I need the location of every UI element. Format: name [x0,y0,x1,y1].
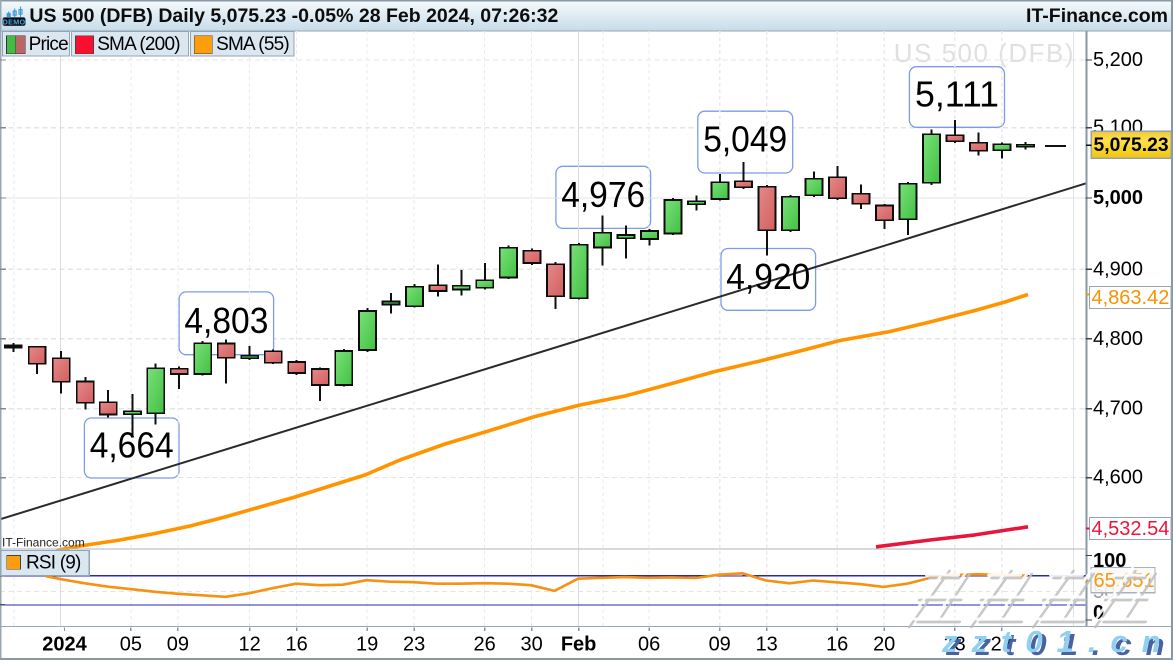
svg-text:zzt01.cn: zzt01.cn [941,624,1173,659]
svg-text:100: 100 [1093,550,1126,572]
svg-text:4,976: 4,976 [561,174,645,215]
svg-text:Feb: Feb [561,634,597,656]
svg-text:5,075.23: 5,075.23 [1094,135,1169,156]
svg-text:5,111: 5,111 [915,74,999,115]
svg-text:4,700: 4,700 [1093,398,1143,420]
svg-text:5,200: 5,200 [1093,49,1143,71]
svg-text:IT-Finance.com: IT-Finance.com [2,536,85,550]
svg-text:4,920: 4,920 [726,256,810,297]
svg-text:4,803: 4,803 [184,300,268,341]
svg-text:30: 30 [520,634,542,656]
svg-text:DEMO: DEMO [3,18,26,27]
svg-text:zzt01.cn: zzt01.cn [945,627,1173,660]
svg-text:09: 09 [167,634,189,656]
svg-text:SMA (55): SMA (55) [216,34,289,55]
svg-text:4,800: 4,800 [1093,328,1143,350]
svg-text:5,049: 5,049 [703,119,787,160]
svg-text:26: 26 [473,634,495,656]
svg-text:4,600: 4,600 [1093,467,1143,489]
svg-text:09: 09 [709,634,731,656]
svg-text:SMA (200): SMA (200) [97,34,180,55]
svg-text:19: 19 [356,634,378,656]
svg-text:US 500 (DFB) Daily 5,075.23 -0: US 500 (DFB) Daily 5,075.23 -0.05% 28 Fe… [29,5,558,27]
svg-text:06: 06 [638,634,660,656]
svg-text:05: 05 [120,634,142,656]
svg-text:4,900: 4,900 [1093,258,1143,280]
svg-text:RSI (9): RSI (9) [26,552,81,573]
svg-text:5,000: 5,000 [1093,187,1143,209]
svg-text:16: 16 [826,634,848,656]
svg-text:4,863.42: 4,863.42 [1092,287,1170,309]
svg-text:Price: Price [29,34,69,55]
svg-text:16: 16 [285,634,307,656]
svg-text:23: 23 [944,634,966,656]
svg-text:4,664: 4,664 [90,425,174,466]
svg-text:2024: 2024 [42,634,87,656]
svg-text:23: 23 [403,634,425,656]
svg-text:12: 12 [238,634,260,656]
svg-text:4,532.54: 4,532.54 [1092,518,1170,540]
svg-text:13: 13 [756,634,778,656]
svg-text:27: 27 [991,634,1013,656]
svg-text:0: 0 [1093,602,1104,624]
svg-text:20: 20 [873,634,895,656]
svg-text:IT-Finance.com: IT-Finance.com [1026,5,1168,27]
svg-text:US 500 (DFB): US 500 (DFB) [894,38,1075,68]
